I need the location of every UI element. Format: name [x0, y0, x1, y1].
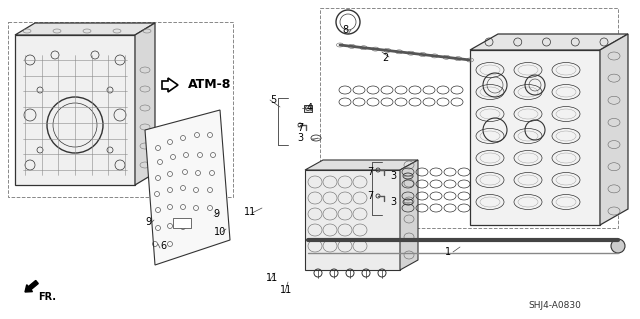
Text: 4: 4 [307, 103, 313, 113]
Text: 3: 3 [390, 171, 396, 181]
Polygon shape [15, 23, 155, 35]
Text: 9: 9 [145, 217, 151, 227]
Polygon shape [305, 170, 400, 270]
Text: 11: 11 [266, 273, 278, 283]
Text: 1: 1 [445, 247, 451, 257]
Text: 8: 8 [342, 25, 348, 35]
Text: 11: 11 [280, 285, 292, 295]
Text: SHJ4-A0830: SHJ4-A0830 [529, 300, 581, 309]
Text: 9: 9 [213, 209, 219, 219]
Bar [173, 218, 191, 228]
Text: 6: 6 [160, 241, 166, 251]
Polygon shape [470, 34, 628, 50]
Polygon shape [305, 160, 418, 170]
Text: FR.: FR. [38, 292, 56, 302]
Polygon shape [145, 110, 230, 265]
Polygon shape [162, 78, 178, 92]
Text: 7: 7 [297, 123, 303, 133]
Circle shape [611, 239, 625, 253]
Text: 2: 2 [382, 53, 388, 63]
Bar [320, 8, 618, 228]
Polygon shape [15, 35, 135, 185]
Bar [8, 22, 233, 197]
FancyArrow shape [25, 280, 38, 292]
Polygon shape [470, 50, 600, 225]
Polygon shape [600, 34, 628, 225]
Text: 11: 11 [244, 207, 256, 217]
Bar [304, 105, 312, 112]
Polygon shape [400, 160, 418, 270]
Text: 10: 10 [214, 227, 226, 237]
Text: 7: 7 [367, 191, 373, 201]
Text: 3: 3 [297, 133, 303, 143]
Text: 3: 3 [390, 197, 396, 207]
Text: 7: 7 [367, 167, 373, 177]
Text: 5: 5 [270, 95, 276, 105]
Polygon shape [135, 23, 155, 185]
Text: ATM-8: ATM-8 [188, 78, 232, 92]
